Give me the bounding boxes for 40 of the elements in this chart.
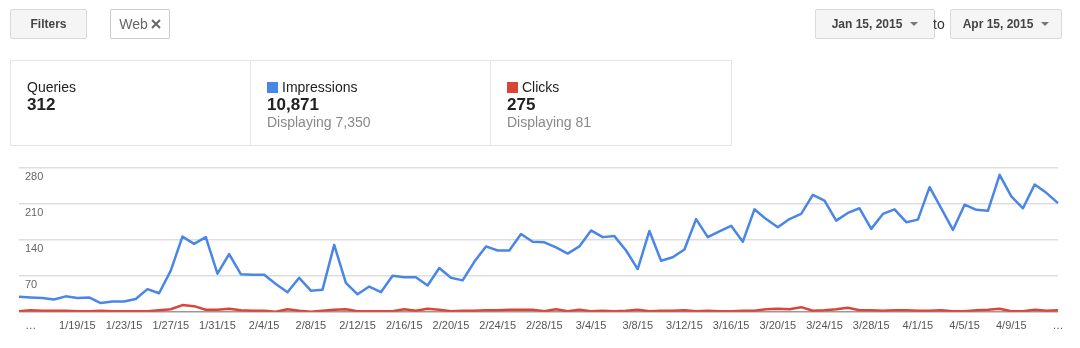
text: Queries xyxy=(27,79,78,95)
x-tick-label: 3/16/15 xyxy=(712,319,750,332)
y-tick-label: 70 xyxy=(25,277,38,290)
legend-label: Clicks xyxy=(522,79,560,95)
x-tick-label: 1/19/15 xyxy=(59,319,96,332)
x-tick-label: 2/28/15 xyxy=(525,319,563,332)
x-tick-label: 1/27/15 xyxy=(152,319,190,332)
text: Filters xyxy=(10,9,87,39)
x-tick-label: … xyxy=(25,319,37,332)
text: Web xyxy=(119,16,148,32)
x-tick-label: 4/1/15 xyxy=(902,319,934,332)
text: to xyxy=(933,16,945,32)
x-tick-label: 2/24/15 xyxy=(479,319,516,332)
x-tick-label: 4/5/15 xyxy=(949,319,980,332)
legend-label: Impressions xyxy=(282,79,358,95)
y-tick-label: 210 xyxy=(25,205,44,218)
text: 312 xyxy=(27,95,57,114)
x-tick-label: 3/8/15 xyxy=(622,319,654,332)
x-tick-label: 4/9/15 xyxy=(996,319,1027,332)
x-tick-label: 1/23/15 xyxy=(105,319,143,332)
text: Apr 15, 2015 xyxy=(962,17,1034,31)
y-tick-label: 140 xyxy=(25,241,44,254)
x-tick-label: … xyxy=(1052,319,1064,332)
x-tick-label: 3/24/15 xyxy=(806,319,843,332)
text: 275 xyxy=(507,95,537,114)
x-tick-label: 2/20/15 xyxy=(432,319,470,332)
x-tick-label: 1/31/15 xyxy=(199,319,236,332)
text: Displaying 81 xyxy=(507,114,593,130)
x-tick-label: 3/28/15 xyxy=(852,319,890,332)
text: Displaying 7,350 xyxy=(267,114,372,130)
x-tick-label: 3/12/15 xyxy=(666,319,703,332)
y-tick-label: 280 xyxy=(25,169,44,182)
x-tick-label: 2/16/15 xyxy=(385,319,423,332)
text: 10,871 xyxy=(267,95,320,114)
x-tick-label: 3/4/15 xyxy=(575,319,607,332)
x-tick-label: 2/8/15 xyxy=(295,319,327,332)
x-tick-label: 3/20/15 xyxy=(759,319,797,332)
text: Jan 15, 2015 xyxy=(831,17,903,31)
x-tick-label: 2/4/15 xyxy=(248,319,280,332)
x-tick-label: 2/12/15 xyxy=(339,319,376,332)
